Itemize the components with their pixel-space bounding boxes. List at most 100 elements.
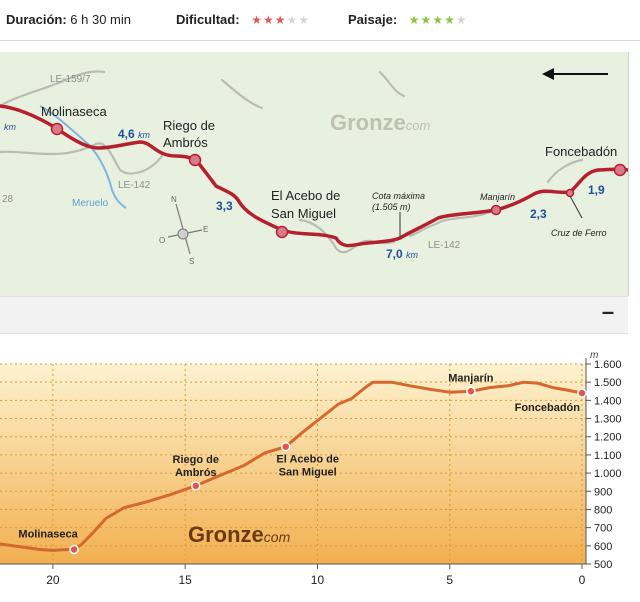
chart-background [0,364,586,564]
segment-distances: 4,6 km 3,3 7,0 km 2,3 1,9 [118,127,605,261]
map-watermark: Gronzecom [330,110,431,135]
x-axis: 20 15 10 5 0 [46,564,586,587]
y-tick-label: 500 [594,559,612,571]
x-tick-label: 0 [579,573,586,587]
difficulty-rating-stars: ★★★★★ [251,13,310,27]
small-labels: Cota máxima (1.505 m) Manjarín Cruz de F… [372,191,607,238]
label-foncebadon: Foncebadón [545,144,617,159]
star-filled-icon: ★ [444,13,456,27]
y-tick-label: 800 [594,504,612,516]
marker-molinaseca[interactable] [50,122,64,136]
river-meruelo [39,105,127,209]
star-filled-icon: ★ [420,13,433,27]
waypoint-label: Ambrós [175,467,217,479]
roads-layer [0,70,584,254]
waypoint-marker [191,481,201,491]
label-cota-line1: Cota máxima [372,191,425,201]
map-markers [50,122,627,239]
y-tick-label: 700 [594,523,612,535]
waypoint-marker [69,544,79,555]
svg-text:S: S [189,257,194,266]
duration-label: Duración: [6,12,67,27]
distance-seg3: 7,0 km [386,247,419,261]
edge-km-label: km [4,122,17,132]
duration-value: 6 h 30 min [70,12,131,27]
collapse-map-button[interactable]: – [601,299,615,324]
marker-cruz-de-ferro[interactable] [565,188,575,198]
star-empty-icon: ★ [455,13,468,27]
distance-seg2: 3,3 [216,199,233,213]
road-le142-east [408,210,492,238]
distance-seg4: 2,3 [530,207,547,221]
road-north [220,78,264,110]
label-cota-line2: (1.505 m) [372,202,411,212]
elevation-series [0,380,584,552]
road-le159 [0,70,106,108]
chart-watermark: Gronzecom [188,522,291,547]
y-tick-label: 1.600 [594,359,622,371]
elevation-line [0,380,584,552]
elevation-profile: Gronzecom Molinaseca Riego de Ambrós El Ace… [0,342,640,597]
waypoint-label: Molinaseca [18,528,78,540]
difficulty-info: Dificultad: ★★★★★ [176,12,310,27]
waypoint-label: Manjarín [448,372,494,384]
road-northeast [378,70,406,98]
route-summary-bar: Duración: 6 h 30 min Dificultad: ★★★★★ P… [0,0,640,41]
label-molinaseca: Molinaseca [41,104,108,119]
star-empty-icon: ★ [286,13,299,27]
label-riego-line1: Riego de [163,118,215,133]
road-acebo [298,218,396,254]
waypoint-label: Riego de [173,454,219,466]
route-line [0,104,628,248]
star-filled-icon: ★ [251,13,263,27]
place-labels: Molinaseca Riego de Ambrós El Acebo de S… [41,104,617,221]
y-tick-label: 1.500 [594,377,622,389]
svg-text:E: E [203,225,208,234]
road-le142-west [0,142,164,175]
marker-manjarin[interactable] [490,204,502,216]
route-map-canvas[interactable]: Gronzecom N S E O LE-159/7 LE-142 LE-142… [0,52,628,296]
y-tick-label: 1.000 [594,468,622,480]
waypoint-marker [466,386,476,397]
compass-icon: N S E O [159,195,208,266]
y-tick-label: 1.100 [594,450,622,462]
marker-riego-de-ambros[interactable] [188,153,202,167]
y-axis: 500 600 700 800 900 1.000 1.100 1.200 1.300 1.400… [586,350,622,571]
map-toggle-bar: – [0,296,628,334]
star-filled-icon: ★ [408,13,421,27]
road-label-le142-east: LE-142 [428,240,461,251]
x-tick-label: 15 [179,573,193,587]
y-tick-label: 1.200 [594,432,622,444]
landscape-rating-stars: ★★★★★ [409,13,468,27]
waypoint-label: El Acebo de [276,454,339,466]
marker-el-acebo[interactable] [275,225,289,239]
label-riego-line2: Ambrós [163,135,208,150]
waypoint-marker [280,441,291,452]
label-manjarin: Manjarín [480,192,515,202]
x-tick-label: 10 [311,573,325,587]
svg-text:O: O [159,236,165,245]
y-unit-label: m [590,350,598,361]
marker-foncebadon[interactable] [613,163,627,177]
y-tick-label: 1.400 [594,395,622,407]
x-tick-label: 20 [46,573,60,587]
landscape-info: Paisaje: ★★★★★ [348,12,468,27]
label-acebo-line1: El Acebo de [271,188,340,203]
y-tick-label: 600 [594,541,612,553]
river-label-meruelo: Meruelo [72,198,109,209]
duration-info: Duración: 6 h 30 min [6,12,131,27]
star-filled-icon: ★ [262,13,275,27]
road-label-le142-west: LE-142 [118,180,151,191]
waypoint-marker [577,388,587,398]
road-label-le159: LE-159/7 [50,74,91,85]
arrow-left-icon [542,68,608,80]
x-tick-label: 5 [446,573,453,587]
star-filled-icon: ★ [432,13,445,27]
route-map[interactable]: Gronzecom N S E O LE-159/7 LE-142 LE-142… [0,52,629,296]
edge-number-label: 28 [2,194,14,205]
distance-seg5: 1,9 [588,183,605,197]
difficulty-label: Dificultad: [176,12,240,27]
waypoint-label: Foncebadón [515,402,581,414]
road-foncebadon [546,158,584,184]
